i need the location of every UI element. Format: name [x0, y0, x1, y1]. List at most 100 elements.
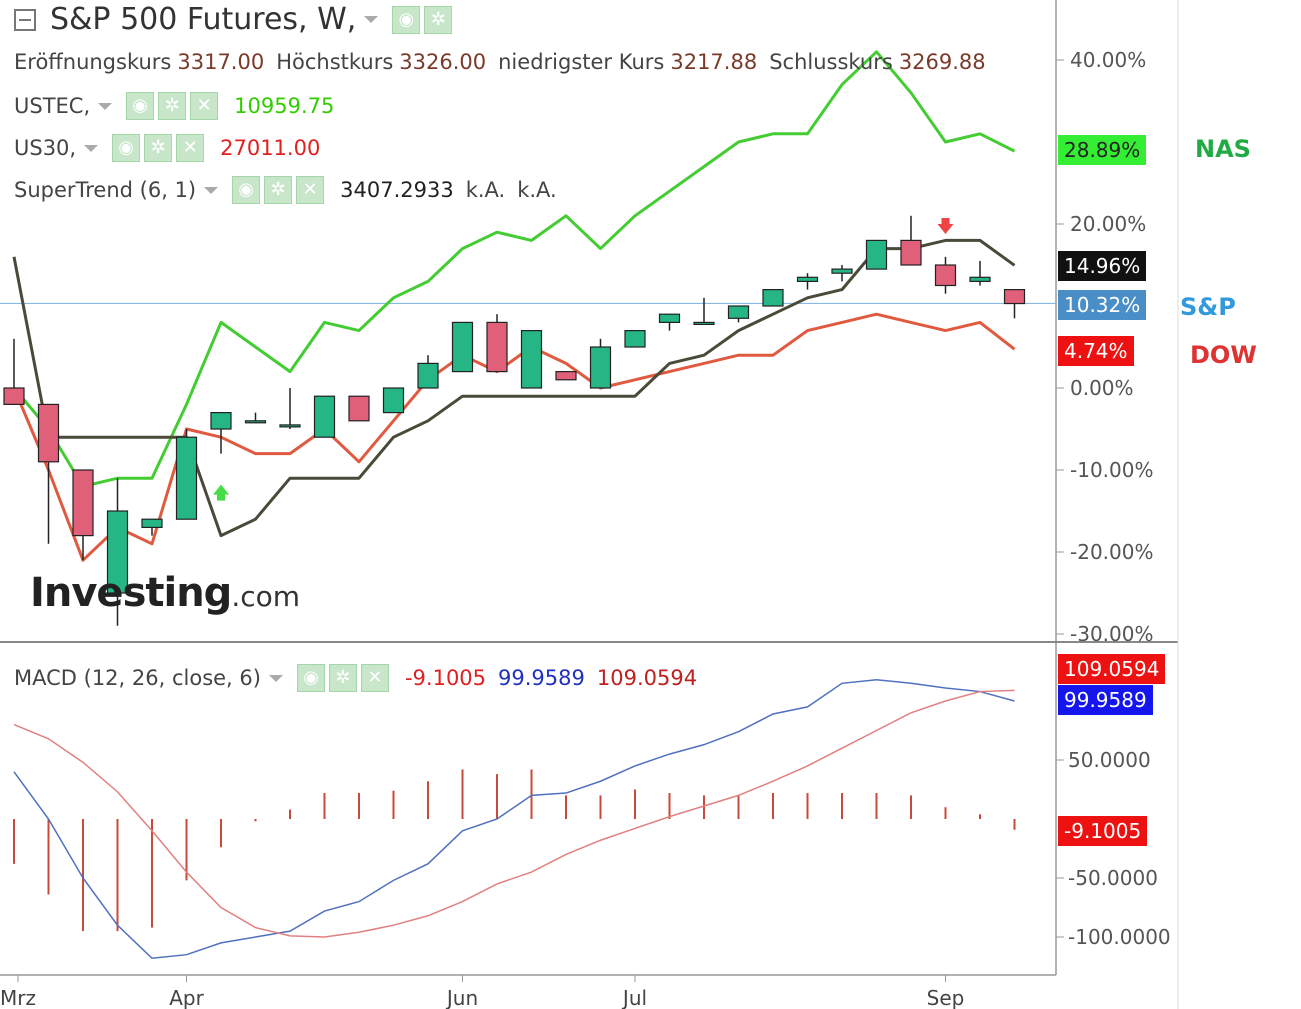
ustec-dropdown-icon[interactable]: [98, 102, 113, 110]
candle-body: [210, 412, 232, 430]
investing-logo: Investing.com: [30, 570, 300, 616]
visibility-icon[interactable]: ◉: [232, 176, 261, 204]
supertrend-value: 3407.2933: [340, 178, 454, 202]
supertrend-price-badge: 14.96%: [1058, 251, 1147, 281]
supertrend-dropdown-icon[interactable]: [204, 186, 219, 194]
sell-arrow-icon: [937, 218, 954, 234]
ustec-line: [12, 50, 1016, 488]
candle-body: [141, 518, 163, 529]
close-icon[interactable]: ✕: [176, 134, 205, 162]
candle-body: [348, 395, 370, 422]
high-label: Höchstkurs: [276, 50, 394, 74]
close-icon[interactable]: ✕: [360, 664, 389, 692]
macd-label: MACD (12, 26, close, 6): [14, 666, 261, 690]
us30-value: 27011.00: [220, 136, 321, 160]
candle-body: [969, 276, 991, 282]
y-tick-label: -20.00%: [1070, 540, 1153, 564]
close-value: 3269.88: [898, 50, 986, 74]
supertrend-na-2: k.A.: [517, 178, 557, 202]
open-label: Eröffnungskurs: [14, 50, 172, 74]
macd-signal-value: 109.0594: [596, 666, 698, 690]
chart-title: S&P 500 Futures, W,: [50, 2, 357, 37]
visibility-icon[interactable]: ◉: [126, 92, 155, 120]
candle-body: [589, 346, 612, 389]
macd-y-tick-label: -100.0000: [1068, 925, 1171, 949]
supertrend-label: SuperTrend (6, 1): [14, 178, 197, 202]
candle-body: [727, 305, 750, 319]
title-dropdown-icon[interactable]: [364, 16, 379, 23]
supertrend-line: [12, 238, 1016, 538]
y-tick-label: 0.00%: [1070, 376, 1134, 400]
ustec-value: 10959.75: [234, 94, 335, 118]
sp-price-badge: 10.32%: [1058, 290, 1147, 320]
open-value: 3317.00: [177, 50, 265, 74]
macd-y-tick-label: -50.0000: [1068, 866, 1158, 890]
close-icon[interactable]: ✕: [296, 176, 325, 204]
nas-price-badge: 28.89%: [1058, 135, 1147, 165]
macd-y-tick-label: 50.0000: [1068, 748, 1151, 772]
x-tick-label: Jul: [621, 986, 647, 1009]
us30-legend: US30, ◉ ✲ ✕ 27011.00: [14, 134, 320, 162]
macd-dropdown-icon[interactable]: [268, 674, 283, 682]
dow-price-badge: 4.74%: [1058, 336, 1134, 366]
visibility-icon[interactable]: ◉: [392, 5, 421, 34]
x-tick-label: Sep: [927, 986, 965, 1009]
visibility-icon[interactable]: ◉: [112, 134, 141, 162]
macd-hist-badge: -9.1005: [1058, 816, 1148, 846]
ustec-label: USTEC,: [14, 94, 91, 118]
supertrend-legend: SuperTrend (6, 1) ◉ ✲ ✕ 3407.2933 k.A. k…: [14, 176, 557, 204]
macd-signal-badge: 109.0594: [1058, 654, 1166, 684]
x-tick-label: Jun: [445, 986, 478, 1009]
candle-body: [417, 362, 439, 389]
close-label: Schlusskurs: [769, 50, 893, 74]
y-tick-label: 40.00%: [1070, 48, 1146, 72]
candle-body: [3, 387, 25, 405]
us30-dropdown-icon[interactable]: [84, 144, 99, 152]
macd-value: 99.9589: [498, 666, 585, 690]
candle-body: [658, 313, 681, 324]
visibility-icon[interactable]: ◉: [296, 664, 325, 692]
collapse-icon[interactable]: [14, 8, 36, 31]
candle-body: [37, 403, 60, 463]
ustec-legend: USTEC, ◉ ✲ ✕ 10959.75: [14, 92, 334, 120]
ohlc-legend: Eröffnungskurs 3317.00 Höchstkurs 3326.0…: [14, 50, 986, 74]
gear-icon[interactable]: ✲: [158, 92, 187, 120]
macd-signal-line: [13, 689, 1015, 938]
candle-body: [106, 510, 129, 594]
candle-body: [796, 276, 819, 282]
candle-body: [934, 264, 957, 287]
candle-body: [762, 289, 784, 307]
candle-body: [313, 395, 336, 438]
candle-body: [831, 268, 853, 274]
gear-icon[interactable]: ✲: [264, 176, 293, 204]
x-tick-label: Mrz: [0, 986, 36, 1009]
y-tick-label: -30.00%: [1070, 622, 1153, 646]
y-tick-label: -10.00%: [1070, 458, 1153, 482]
gear-icon[interactable]: ✲: [328, 664, 357, 692]
y-tick-label: 20.00%: [1070, 212, 1146, 236]
us30-label: US30,: [14, 136, 77, 160]
candle-body: [451, 321, 474, 373]
candle-body: [520, 330, 543, 389]
gear-icon[interactable]: ✲: [424, 5, 453, 34]
close-icon[interactable]: ✕: [190, 92, 219, 120]
candle-body: [865, 239, 888, 270]
macd-legend: MACD (12, 26, close, 6) ◉ ✲ ✕ -9.1005 99…: [14, 664, 697, 692]
candle-body: [175, 436, 198, 520]
candle-body: [382, 387, 405, 414]
chart-title-bar: S&P 500 Futures, W, ◉ ✲: [14, 2, 456, 37]
macd-value-badge: 99.9589: [1058, 685, 1153, 715]
sp-side-label: S&P: [1180, 293, 1236, 321]
candle-body: [72, 469, 94, 537]
candle-body: [555, 371, 577, 381]
low-value: 3217.88: [670, 50, 758, 74]
candle-body: [900, 239, 922, 266]
candle-body: [244, 420, 267, 424]
candle-body: [693, 321, 715, 325]
x-tick-label: Apr: [169, 986, 204, 1009]
gear-icon[interactable]: ✲: [144, 134, 173, 162]
candle-body: [1003, 289, 1026, 305]
logo-brand: Investing: [30, 570, 232, 616]
low-label: niedrigster Kurs: [498, 50, 665, 74]
